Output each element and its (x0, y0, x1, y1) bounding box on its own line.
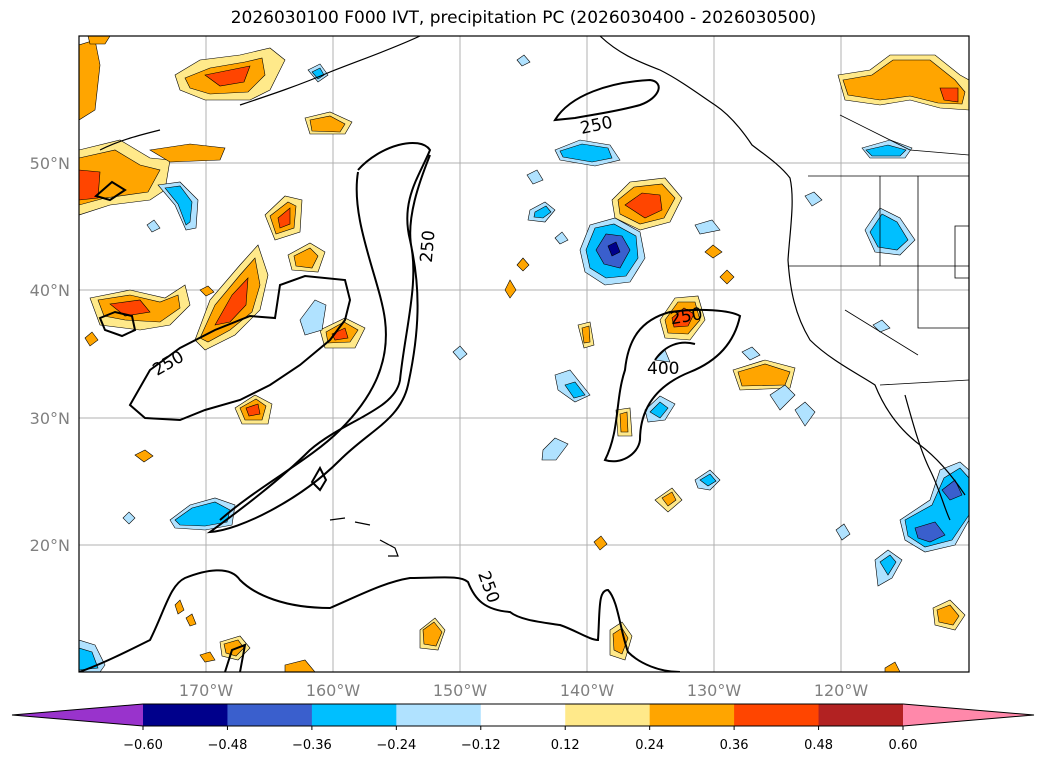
coastlines (99, 36, 966, 557)
gridlines (79, 36, 969, 672)
lon-label: 160°W (306, 681, 361, 700)
lat-label: 20°N (30, 536, 70, 555)
colorbar-tick-label: −0.24 (376, 738, 416, 753)
lat-label: 30°N (30, 409, 70, 428)
colorbar-segment (565, 704, 651, 726)
lon-label: 130°W (687, 681, 742, 700)
contour-label: 400 (647, 359, 679, 379)
colorbar-segment (396, 704, 482, 726)
colorbar-tick-label: 0.24 (635, 738, 664, 753)
colorbar-tick-label: −0.36 (292, 738, 332, 753)
colorbar-segment (480, 704, 566, 726)
colorbar-segment (734, 704, 820, 726)
colorbar-tick-label: −0.60 (123, 738, 163, 753)
colorbar-tick-label: 0.60 (889, 738, 918, 753)
colorbar-tick-label: −0.48 (208, 738, 248, 753)
page-title: 2026030100 F000 IVT, precipitation PC (2… (230, 8, 817, 28)
ivt-contours (79, 78, 742, 672)
colorbar-extension-high (903, 704, 1034, 726)
colorbar-tick-label: 0.12 (551, 738, 580, 753)
lat-label: 50°N (30, 154, 70, 173)
colorbar-tick-label: −0.12 (461, 738, 501, 753)
lat-label: 40°N (30, 281, 70, 300)
colorbar-segment (818, 704, 904, 726)
lon-label: 150°W (433, 681, 488, 700)
lon-label: 140°W (560, 681, 615, 700)
colorbar-extension-low (12, 704, 143, 726)
colorbar-tick-label: 0.36 (720, 738, 749, 753)
colorbar-segment (311, 704, 397, 726)
colorbar-segment (143, 704, 228, 726)
positive-precip-areas (79, 36, 969, 672)
colorbar-tick-label: 0.48 (804, 738, 833, 753)
political-boundaries (788, 114, 969, 386)
colorbar-segment (227, 704, 313, 726)
colorbar: −0.60 −0.48 −0.36 −0.24 −0.12 0.12 0.24 0.36 0.4… (11, 703, 1035, 753)
negative-precip-areas (79, 54, 969, 672)
contour-label: 250 (417, 229, 440, 263)
map-background (79, 36, 969, 672)
map-frame (78, 35, 970, 673)
colorbar-segment (649, 704, 735, 726)
lon-label: 120°W (814, 681, 869, 700)
lon-label: 170°W (179, 681, 234, 700)
